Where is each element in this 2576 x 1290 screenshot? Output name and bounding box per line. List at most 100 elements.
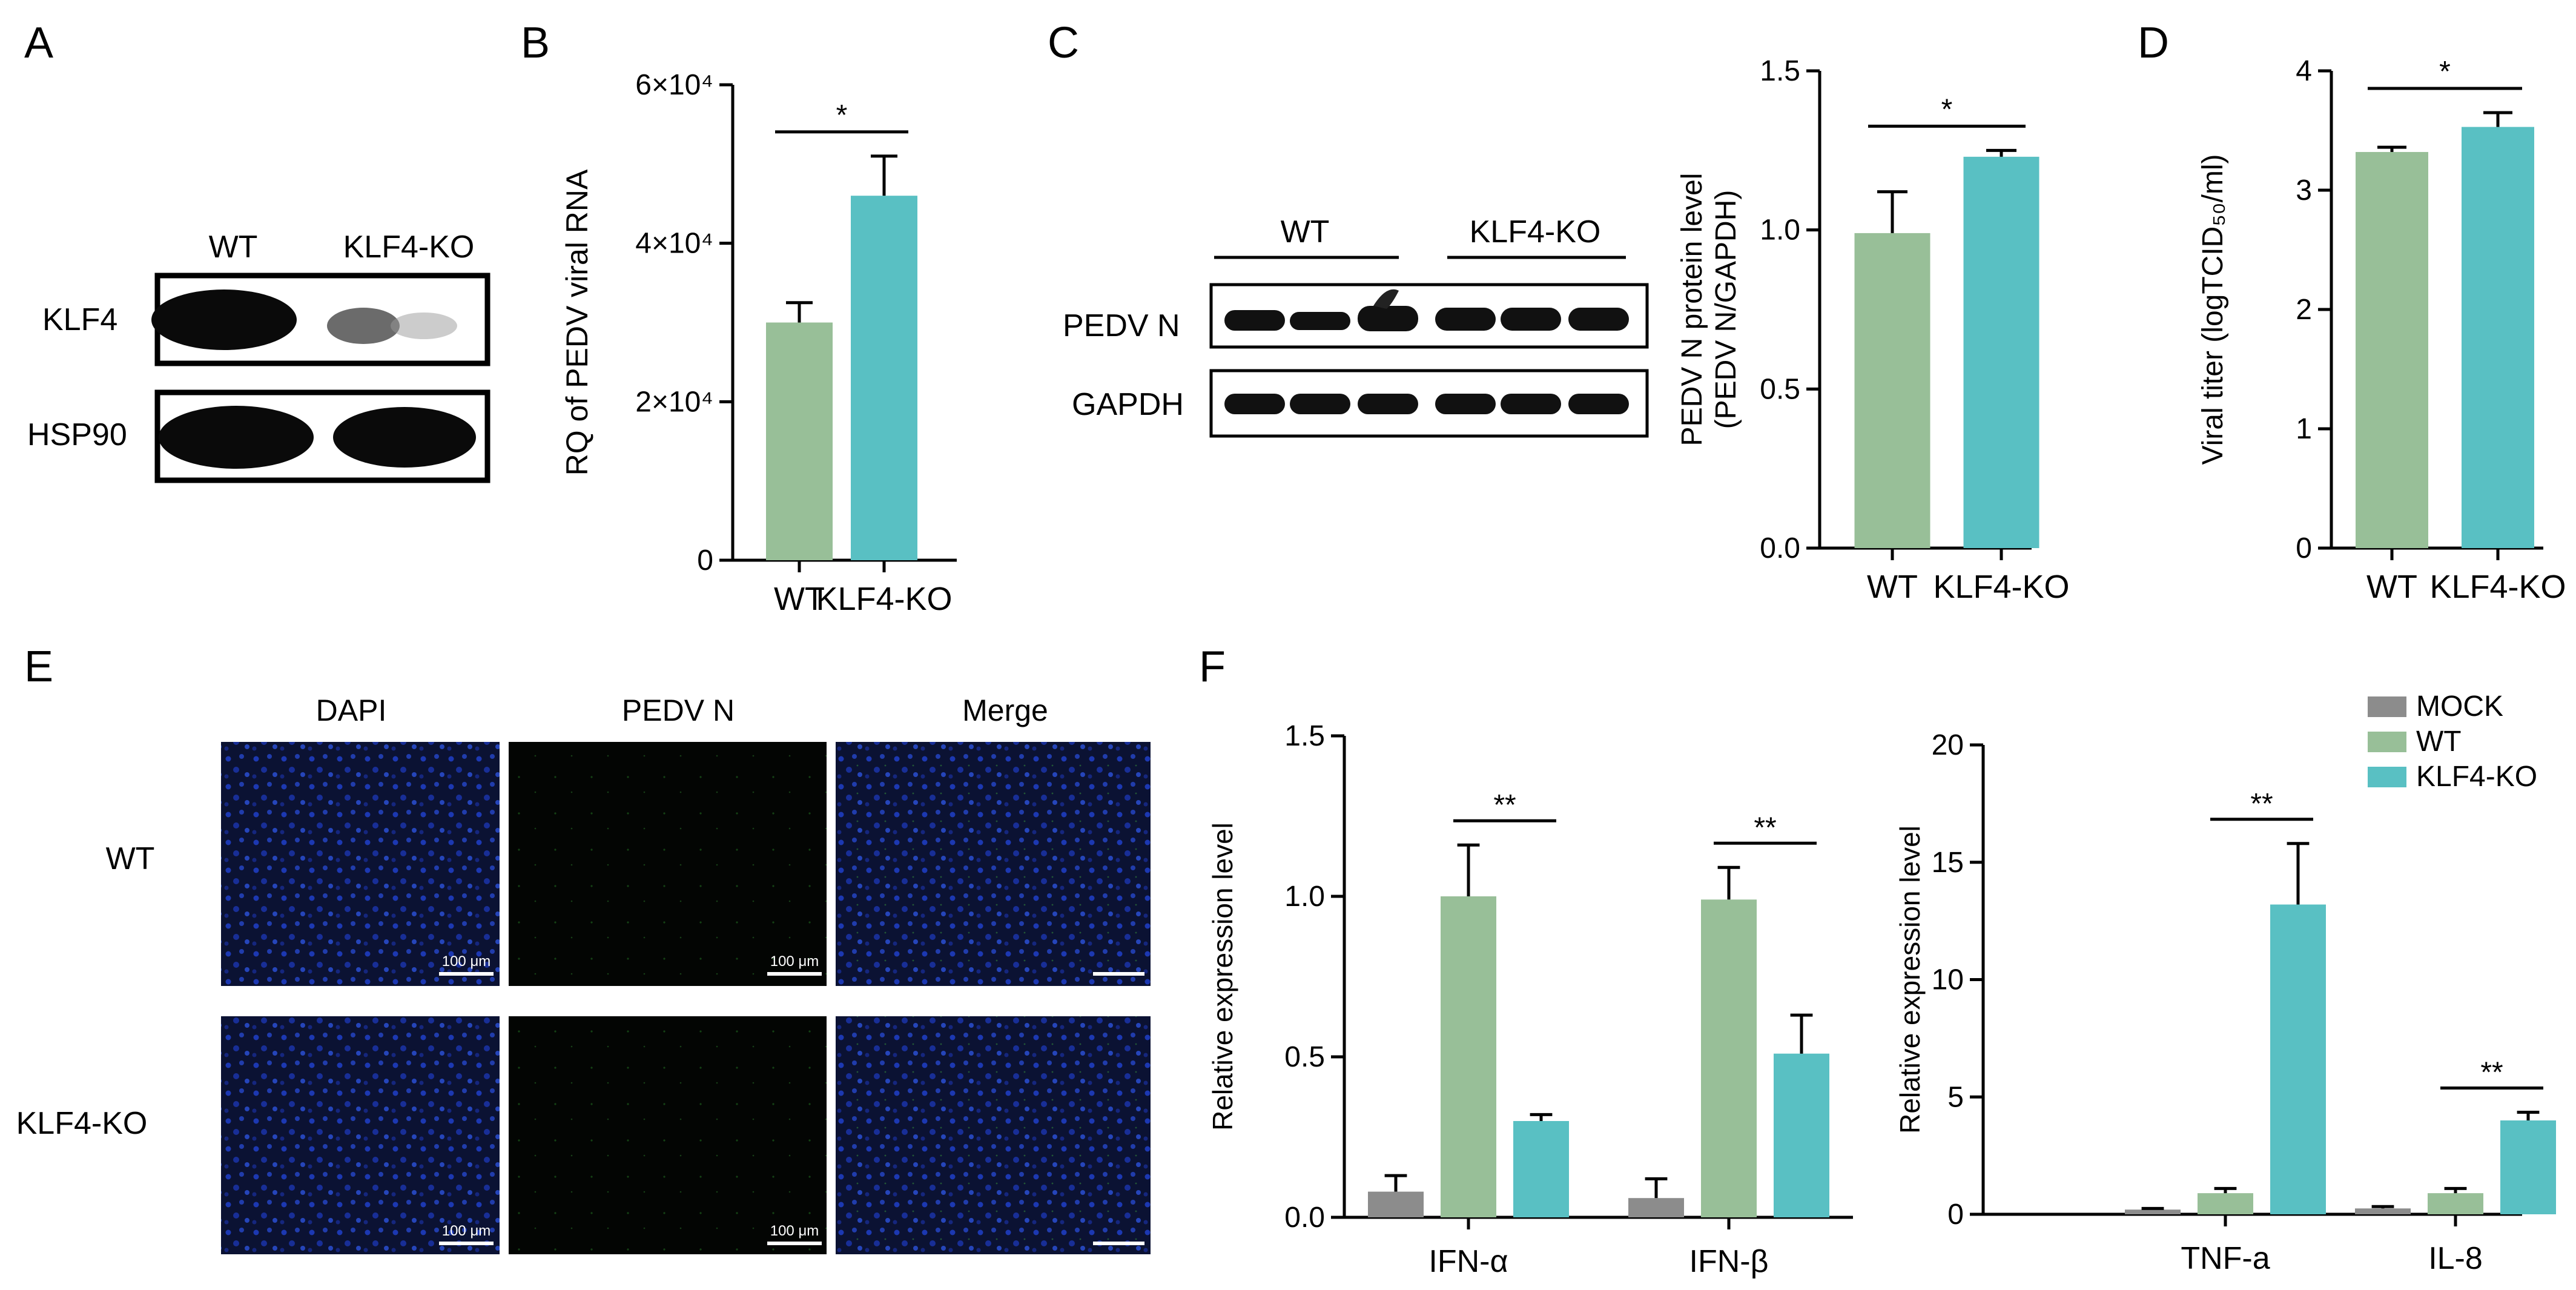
x-tick-label: WT bbox=[774, 581, 825, 617]
blot-band bbox=[1224, 310, 1285, 331]
legend-label: WT bbox=[2416, 726, 2462, 758]
blot-a-hsp90-membrane bbox=[154, 389, 490, 483]
scalebar-wt-dapi: 100 μm bbox=[439, 953, 494, 976]
y-tick-label: 4×10⁴ bbox=[635, 228, 713, 260]
bar bbox=[2270, 904, 2326, 1214]
micrograph-row-wt: WT bbox=[106, 841, 155, 876]
blot-a-lane-ko: KLF4-KO bbox=[343, 230, 475, 265]
scalebar-wt-pedvn: 100 μm bbox=[767, 953, 822, 976]
legend-label: MOCK bbox=[2416, 690, 2503, 723]
significance-label: ** bbox=[1754, 812, 1776, 844]
y-tick-label: 20 bbox=[1932, 729, 1964, 761]
bar bbox=[1854, 233, 1930, 548]
blot-a-lane-wt: WT bbox=[209, 230, 258, 265]
significance-label: ** bbox=[1493, 789, 1516, 821]
micrograph-row-ko: KLF4-KO bbox=[16, 1106, 148, 1141]
y-tick-label: 0.5 bbox=[1760, 373, 1800, 405]
blot-band bbox=[1501, 308, 1561, 331]
bar bbox=[1513, 1121, 1569, 1217]
legend-swatch bbox=[2368, 732, 2406, 752]
blot-band bbox=[159, 406, 314, 469]
y-tick-label: 0.0 bbox=[1284, 1202, 1325, 1234]
bar bbox=[2198, 1193, 2253, 1214]
y-tick-label: 5 bbox=[1947, 1081, 1964, 1113]
micrograph-wt-pedvn bbox=[509, 742, 827, 986]
blot-c-gapdh-membrane bbox=[1209, 369, 1649, 438]
y-tick-label: 1.0 bbox=[1760, 214, 1800, 246]
y-axis-label: PEDV N protein level bbox=[1676, 173, 1708, 446]
x-tick-label: TNF-a bbox=[2181, 1241, 2270, 1276]
legend-swatch bbox=[2368, 696, 2406, 717]
bar bbox=[2428, 1193, 2483, 1214]
y-tick-label: 6×10⁴ bbox=[635, 69, 713, 101]
scalebar-label: 100 μm bbox=[770, 953, 819, 970]
bar bbox=[2355, 1208, 2411, 1214]
legend-label: KLF4-KO bbox=[2416, 761, 2537, 793]
y-tick-label: 3 bbox=[2296, 174, 2312, 207]
y-tick-label: 2 bbox=[2296, 294, 2312, 326]
scalebar-label: 100 μm bbox=[442, 953, 491, 970]
panel-letter: B bbox=[521, 19, 550, 67]
y-tick-label: 0 bbox=[1947, 1199, 1964, 1231]
y-axis-label: (PEDV N/GAPDH) bbox=[1710, 190, 1742, 429]
blot-a-row-klf4: KLF4 bbox=[42, 302, 117, 337]
panel-c-blot: C WT KLF4-KO PEDV N GAPDH bbox=[1048, 19, 1649, 438]
blot-band bbox=[1501, 394, 1561, 414]
blot-band bbox=[391, 313, 457, 339]
x-tick-label: IFN-α bbox=[1428, 1244, 1508, 1279]
bar bbox=[766, 322, 833, 560]
chart-d: D 0 1 2 3 4 Viral titer (logTCID₅₀/ml) WT KLF4-K… bbox=[2138, 19, 2566, 605]
legend-swatch bbox=[2368, 767, 2406, 787]
micrograph-col-merge: Merge bbox=[962, 693, 1048, 727]
bar bbox=[1441, 896, 1496, 1217]
y-tick-label: 1.5 bbox=[1284, 720, 1325, 752]
blot-band bbox=[151, 289, 297, 350]
x-tick-label: WT bbox=[1867, 569, 1918, 605]
bar bbox=[1774, 1053, 1829, 1217]
blot-band bbox=[1568, 394, 1629, 414]
micrograph-col-pedvn: PEDV N bbox=[622, 693, 735, 727]
bar bbox=[2125, 1209, 2181, 1214]
significance-label: * bbox=[1941, 93, 1953, 125]
blot-band-smear bbox=[1373, 289, 1399, 309]
micrograph-ko-pedvn bbox=[509, 1016, 827, 1254]
x-tick-label: IFN-β bbox=[1689, 1244, 1769, 1279]
y-tick-label: 15 bbox=[1932, 847, 1964, 879]
panel-letter-c: C bbox=[1048, 19, 1079, 67]
blot-a-row-hsp90: HSP90 bbox=[27, 417, 127, 452]
blot-band bbox=[1358, 394, 1418, 414]
blot-c-row-gapdh: GAPDH bbox=[1072, 387, 1184, 422]
panel-e: E DAPI PEDV N Merge WT KLF4-KO 100 μm 10… bbox=[16, 643, 1151, 1254]
blot-band bbox=[1568, 308, 1629, 331]
y-tick-label: 0.0 bbox=[1760, 532, 1800, 564]
x-tick-label: KLF4-KO bbox=[2429, 569, 2566, 605]
y-tick-label: 0 bbox=[697, 544, 713, 577]
blot-band bbox=[1435, 308, 1496, 331]
x-tick-label: KLF4-KO bbox=[1933, 569, 2069, 605]
blot-band bbox=[1358, 306, 1418, 331]
blot-band bbox=[333, 407, 476, 468]
blot-band bbox=[1435, 394, 1496, 414]
y-tick-label: 2×10⁴ bbox=[635, 386, 713, 418]
blot-band bbox=[1290, 394, 1350, 414]
bar bbox=[851, 196, 917, 561]
micrograph-ko-dapi bbox=[221, 1016, 500, 1254]
x-tick-label: WT bbox=[2366, 569, 2417, 605]
chart-c: 0.0 0.5 1.0 1.5 PEDV N protein level (PEDV N/… bbox=[1676, 55, 2070, 605]
y-axis-label: Relative expression level bbox=[1894, 825, 1926, 1134]
y-axis-label: Relative expression level bbox=[1207, 822, 1238, 1131]
significance-label: ** bbox=[2480, 1056, 2503, 1088]
bar bbox=[2500, 1120, 2556, 1214]
panel-a: A WT KLF4-KO KLF4 HSP90 bbox=[24, 19, 490, 483]
scalebar-label: 100 μm bbox=[442, 1223, 491, 1239]
y-tick-label: 4 bbox=[2296, 55, 2312, 87]
bar bbox=[2462, 127, 2534, 549]
panel-letter-e: E bbox=[24, 643, 53, 691]
y-axis-label: Viral titer (logTCID₅₀/ml) bbox=[2197, 154, 2229, 465]
y-tick-label: 1 bbox=[2296, 413, 2312, 445]
significance-label: ** bbox=[2250, 788, 2273, 820]
blot-c-group-ko: KLF4-KO bbox=[1470, 214, 1601, 250]
scalebar-ko-pedvn: 100 μm bbox=[767, 1223, 822, 1245]
